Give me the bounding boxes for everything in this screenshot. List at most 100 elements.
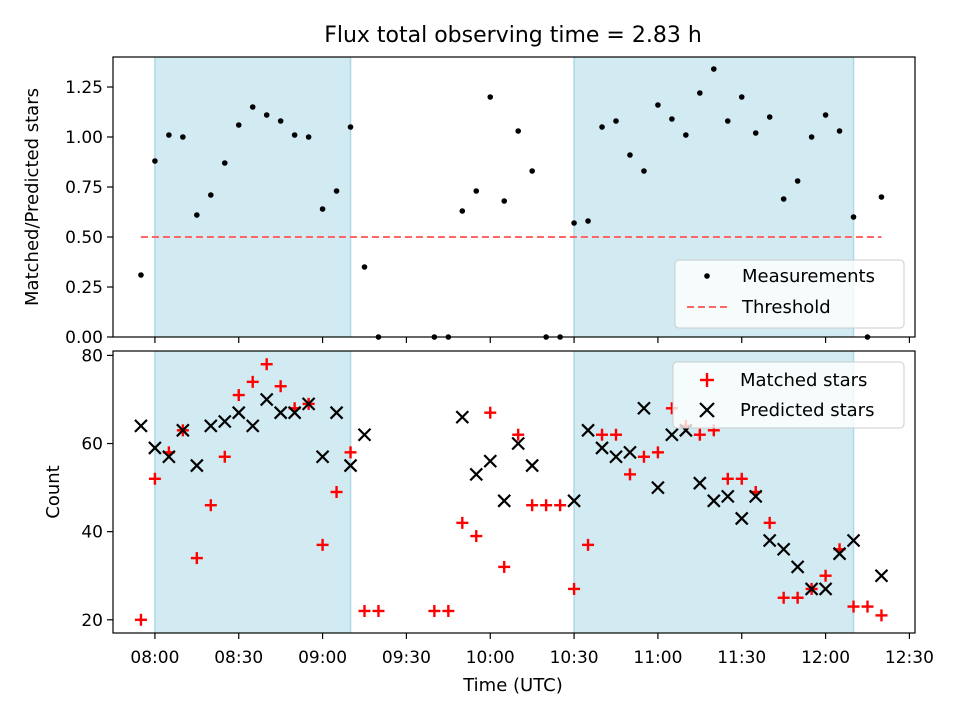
measurement-point: [808, 134, 815, 140]
measurement-point: [711, 66, 717, 72]
y-tick-label: 1.25: [65, 78, 103, 98]
measurement-point: [780, 196, 787, 202]
top-y-ticks: 0.00 0.25 0.50 0.75 1.00 1.25: [65, 78, 113, 348]
matched-star-point: [861, 600, 874, 613]
measurement-point: [221, 160, 228, 166]
y-tick-label: 0.50: [65, 228, 103, 248]
measurement-point: [263, 112, 270, 118]
matched-star-point: [134, 613, 147, 626]
bottom-x-ticks: 08:00 08:30 09:00 09:30 10:00 10:30 11:00 11:30…: [130, 633, 934, 668]
bottom-panel: 20 40 60 80 08:00 08:30 09:00 09:30 10:00 10:30 1…: [43, 346, 934, 696]
matched-star-point: [218, 450, 231, 463]
measurement-point: [361, 264, 368, 270]
predicted-star-point: [217, 414, 232, 429]
legend-threshold-label: Threshold: [741, 297, 831, 318]
y-tick-label: 60: [81, 435, 103, 455]
measurement-point: [501, 198, 508, 204]
predicted-star-point: [148, 441, 162, 455]
measurement-point: [571, 220, 577, 226]
measurement-point: [878, 194, 885, 200]
x-tick-label: 10:00: [466, 648, 515, 668]
y-tick-label: 1.00: [65, 128, 103, 148]
y-tick-label: 0.75: [65, 178, 103, 198]
top-legend-box: [674, 259, 905, 329]
matched-star-point: [651, 446, 664, 459]
bottom-legend-box: [672, 361, 905, 429]
predicted-star-point: [804, 582, 819, 596]
predicted-star-point: [720, 489, 735, 504]
predicted-star-point: [762, 533, 777, 548]
predicted-star-point: [287, 405, 302, 420]
matched-star-point: [148, 472, 161, 485]
matched-star-point: [358, 604, 371, 617]
measurement-point: [585, 218, 591, 224]
matched-star-point: [735, 472, 748, 485]
predicted-star-point: [846, 533, 861, 548]
top-x-ticks: [154, 337, 911, 343]
bottom-legend: Matched stars Predicted stars: [672, 361, 905, 429]
legend-measurements-marker: [704, 273, 710, 279]
predicted-star-point: [301, 397, 316, 411]
legend-predicted-marker: [699, 402, 715, 418]
predicted-star-point: [245, 419, 260, 433]
measurement-point: [319, 206, 326, 212]
shaded-interval: [154, 57, 351, 337]
measurement-point: [487, 94, 494, 100]
measurement-point: [459, 208, 466, 214]
measurement-point: [697, 90, 703, 96]
matched-star-point: [344, 446, 357, 459]
y-tick-label: 0.00: [65, 328, 103, 348]
matched-star-point: [428, 604, 441, 617]
bottom-y-ticks: 20 40 60 80: [81, 346, 113, 631]
matched-star-point: [568, 582, 581, 595]
matched-star-point: [596, 428, 609, 441]
matched-star-point: [470, 530, 483, 543]
measurement-point: [627, 152, 633, 158]
measurement-point: [738, 94, 745, 100]
predicted-star-point: [874, 568, 889, 583]
measurement-point: [291, 132, 298, 138]
predicted-star-point: [329, 405, 344, 420]
matched-star-point: [456, 516, 469, 529]
matched-star-point: [498, 560, 511, 573]
matched-star-point: [484, 406, 497, 419]
matched-star-point: [204, 499, 217, 512]
matched-star-point: [582, 538, 595, 551]
measurement-point: [194, 212, 200, 218]
measurement-point: [277, 118, 284, 124]
predicted-star-point: [511, 436, 525, 451]
x-tick-label: 12:00: [801, 648, 850, 668]
top-legend: Measurements Threshold: [674, 259, 905, 329]
matched-star-point: [512, 428, 525, 441]
predicted-star-point: [455, 410, 470, 424]
predicted-star-point: [162, 449, 176, 464]
predicted-star-point: [231, 405, 246, 420]
predicted-star-point: [665, 427, 679, 442]
top-axes-frame: [112, 56, 916, 338]
x-tick-label: 08:00: [130, 648, 179, 668]
figure-title: Flux total observing time = 2.83 h: [324, 23, 702, 48]
matched-star-point: [330, 486, 343, 498]
bottom-axes-frame: [112, 350, 916, 634]
predicted-star-point: [790, 560, 805, 574]
measurement-point: [641, 168, 647, 174]
matched-star-point: [526, 499, 539, 512]
predicted-star-point: [315, 449, 330, 464]
measurement-point: [305, 134, 312, 140]
predicted-star-point: [832, 546, 847, 561]
predicted-star-point: [637, 401, 651, 416]
legend-measurements-label: Measurements: [742, 266, 875, 287]
predicted-star-point: [748, 489, 763, 504]
predicted-star-point: [623, 445, 637, 460]
predicted-star-point: [357, 427, 372, 442]
predicted-star-point: [776, 542, 791, 557]
predicted-star-point: [595, 441, 609, 455]
y-tick-label: 20: [81, 611, 103, 631]
measurement-point: [669, 116, 675, 122]
measurement-point: [766, 114, 773, 120]
matched-star-point: [875, 609, 888, 622]
matched-star-point: [637, 450, 650, 463]
matched-star-point: [274, 380, 287, 393]
x-tick-label: 11:00: [633, 648, 682, 668]
